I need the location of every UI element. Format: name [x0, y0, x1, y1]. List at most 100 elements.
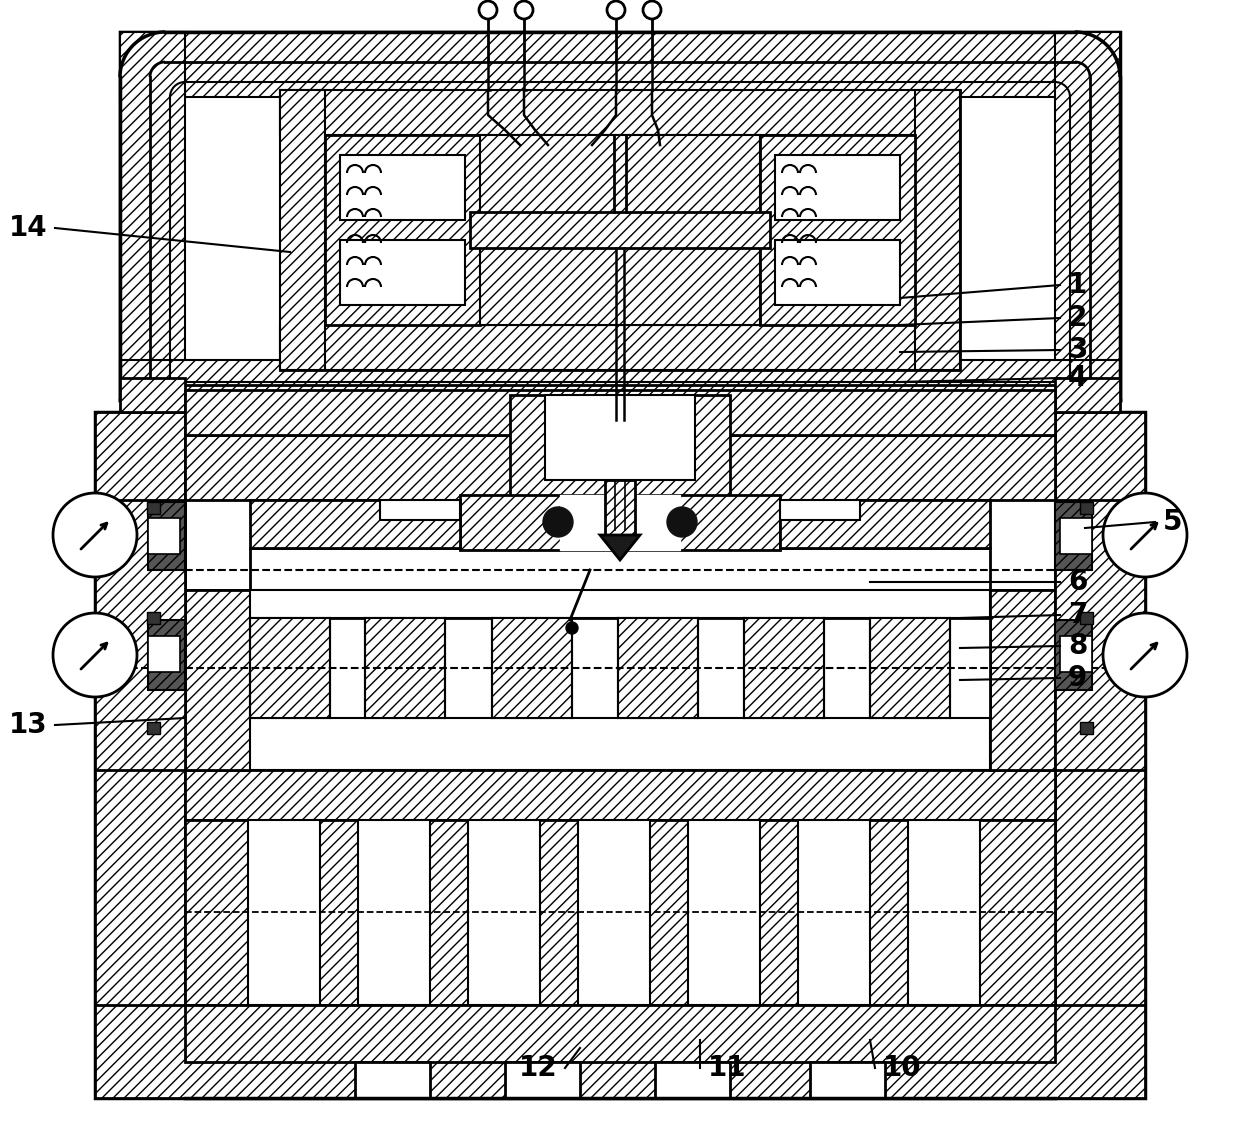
Polygon shape: [95, 1005, 1145, 1098]
Text: 13: 13: [9, 711, 47, 739]
Text: 8: 8: [1068, 632, 1087, 660]
Circle shape: [53, 614, 136, 697]
Polygon shape: [744, 618, 825, 718]
Polygon shape: [148, 612, 160, 624]
Polygon shape: [250, 618, 990, 718]
Circle shape: [479, 1, 497, 19]
Polygon shape: [775, 240, 900, 305]
Polygon shape: [248, 820, 320, 1005]
Circle shape: [667, 507, 697, 537]
Polygon shape: [120, 32, 1120, 400]
Polygon shape: [810, 1062, 885, 1098]
Polygon shape: [480, 240, 760, 325]
Polygon shape: [1055, 500, 1145, 770]
Polygon shape: [546, 395, 694, 480]
Polygon shape: [95, 412, 1145, 1098]
Polygon shape: [185, 391, 1055, 435]
Polygon shape: [185, 435, 1055, 500]
Polygon shape: [908, 820, 980, 1005]
Polygon shape: [605, 480, 635, 535]
Polygon shape: [120, 32, 185, 400]
Polygon shape: [915, 91, 960, 370]
Polygon shape: [280, 91, 960, 370]
Polygon shape: [560, 495, 680, 550]
Circle shape: [515, 1, 533, 19]
Polygon shape: [618, 618, 698, 718]
Polygon shape: [1080, 612, 1092, 624]
Polygon shape: [340, 240, 465, 305]
Text: 4: 4: [1068, 365, 1087, 392]
Polygon shape: [280, 91, 325, 370]
Polygon shape: [1060, 518, 1092, 554]
Polygon shape: [185, 770, 1055, 820]
Text: 3: 3: [1068, 336, 1087, 365]
Polygon shape: [990, 590, 1055, 770]
Polygon shape: [365, 618, 445, 718]
Polygon shape: [1055, 32, 1120, 400]
Polygon shape: [358, 820, 430, 1005]
Polygon shape: [460, 495, 780, 550]
Polygon shape: [780, 500, 861, 520]
Polygon shape: [148, 518, 180, 554]
Polygon shape: [492, 618, 572, 718]
Circle shape: [644, 1, 661, 19]
Text: 5: 5: [1163, 508, 1183, 535]
Circle shape: [565, 621, 578, 634]
Polygon shape: [120, 360, 1120, 400]
Polygon shape: [250, 618, 330, 718]
Text: 2: 2: [1068, 305, 1087, 332]
Text: 14: 14: [9, 214, 47, 242]
Text: 1: 1: [1068, 271, 1087, 299]
Polygon shape: [505, 1062, 580, 1098]
Polygon shape: [870, 618, 950, 718]
Polygon shape: [510, 395, 730, 500]
Polygon shape: [250, 590, 990, 618]
Circle shape: [1104, 614, 1187, 697]
Polygon shape: [1080, 501, 1092, 514]
Polygon shape: [148, 501, 185, 571]
Circle shape: [543, 507, 573, 537]
Polygon shape: [250, 718, 990, 770]
Text: 9: 9: [1068, 664, 1087, 692]
Text: 6: 6: [1068, 568, 1087, 597]
Polygon shape: [148, 636, 180, 672]
Polygon shape: [185, 820, 1055, 1005]
Polygon shape: [95, 412, 185, 1098]
Polygon shape: [480, 220, 760, 240]
Polygon shape: [325, 135, 480, 325]
Polygon shape: [688, 820, 760, 1005]
Polygon shape: [600, 535, 640, 560]
Polygon shape: [1080, 722, 1092, 734]
Polygon shape: [379, 500, 460, 520]
Polygon shape: [760, 135, 915, 325]
Polygon shape: [467, 820, 539, 1005]
Polygon shape: [185, 590, 1055, 770]
Polygon shape: [1055, 620, 1092, 691]
Text: 10: 10: [883, 1054, 921, 1082]
Text: 7: 7: [1068, 601, 1087, 629]
Polygon shape: [578, 820, 650, 1005]
Polygon shape: [340, 155, 465, 220]
Circle shape: [1104, 494, 1187, 577]
Polygon shape: [480, 135, 760, 220]
Polygon shape: [780, 500, 990, 548]
Polygon shape: [1060, 636, 1092, 672]
Polygon shape: [148, 501, 160, 514]
Polygon shape: [355, 1062, 430, 1098]
Polygon shape: [1055, 501, 1092, 571]
Polygon shape: [1055, 412, 1145, 1098]
Polygon shape: [250, 500, 460, 548]
Polygon shape: [280, 91, 960, 135]
Polygon shape: [185, 590, 250, 770]
Polygon shape: [148, 620, 185, 691]
Text: 12: 12: [518, 1054, 557, 1082]
Circle shape: [53, 494, 136, 577]
Polygon shape: [655, 1062, 730, 1098]
Polygon shape: [799, 820, 870, 1005]
Polygon shape: [1055, 378, 1120, 412]
Polygon shape: [120, 378, 185, 412]
Polygon shape: [775, 155, 900, 220]
Polygon shape: [148, 722, 160, 734]
Text: 11: 11: [708, 1054, 746, 1082]
Polygon shape: [250, 548, 990, 590]
